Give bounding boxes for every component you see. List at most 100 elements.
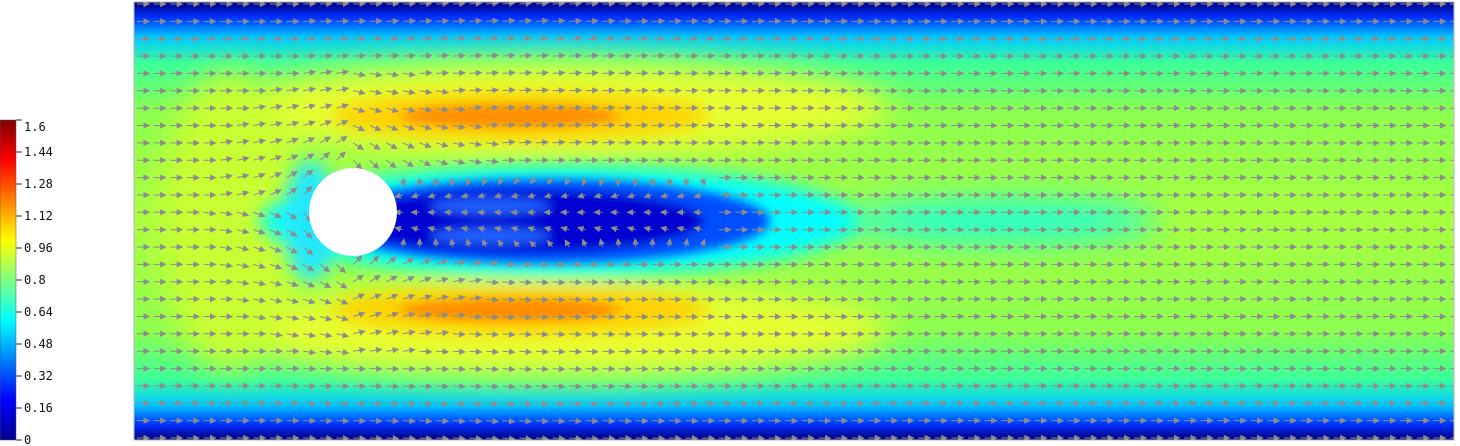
velocity-arrow — [1184, 365, 1198, 372]
velocity-arrow — [1317, 122, 1331, 129]
velocity-arrow — [402, 35, 417, 42]
velocity-arrow — [1333, 122, 1347, 129]
velocity-arrow — [1217, 209, 1231, 216]
velocity-arrow — [835, 70, 849, 77]
velocity-arrow — [668, 296, 682, 303]
velocity-arrow — [1383, 191, 1397, 199]
velocity-arrow — [951, 52, 965, 60]
velocity-arrow — [668, 417, 682, 425]
velocity-arrow — [369, 142, 381, 150]
velocity-arrow — [801, 278, 815, 286]
velocity-arrow — [718, 435, 732, 440]
velocity-arrow — [1017, 400, 1032, 407]
velocity-arrow — [569, 261, 583, 268]
velocity-arrow — [918, 382, 932, 390]
velocity-arrow — [1333, 139, 1347, 147]
velocity-arrow — [1233, 295, 1248, 303]
velocity-arrow — [968, 434, 982, 440]
velocity-arrow — [1333, 87, 1347, 94]
velocity-arrow — [485, 331, 500, 338]
velocity-arrow — [302, 185, 313, 196]
velocity-arrow — [236, 35, 250, 42]
velocity-arrow — [493, 209, 503, 216]
velocity-arrow — [1350, 105, 1364, 112]
velocity-arrow — [485, 140, 500, 147]
velocity-arrow — [269, 189, 282, 196]
velocity-arrow — [1101, 382, 1115, 390]
velocity-arrow — [1416, 87, 1430, 94]
velocity-arrow — [1034, 295, 1048, 303]
velocity-arrow — [1167, 417, 1181, 424]
velocity-arrow — [968, 105, 982, 112]
velocity-arrow — [436, 141, 449, 148]
velocity-arrow — [785, 52, 799, 60]
velocity-arrow — [1067, 365, 1081, 372]
velocity-arrow — [1001, 226, 1015, 233]
velocity-arrow — [1034, 417, 1048, 424]
velocity-arrow — [1366, 139, 1381, 147]
velocity-arrow — [884, 139, 899, 147]
velocity-arrow — [768, 191, 782, 199]
velocity-arrow — [1051, 278, 1065, 285]
velocity-arrow — [253, 189, 266, 196]
velocity-arrow — [436, 383, 450, 390]
velocity-arrow — [203, 174, 217, 181]
velocity-arrow — [137, 365, 151, 372]
velocity-arrow — [602, 365, 616, 373]
velocity-arrow — [386, 293, 399, 300]
velocity-arrow — [394, 192, 404, 199]
velocity-arrow — [1017, 348, 1032, 355]
velocity-arrow — [1366, 122, 1381, 129]
velocity-arrow — [269, 331, 283, 338]
velocity-arrow — [785, 243, 799, 251]
velocity-arrow — [302, 229, 313, 239]
velocity-arrow — [1017, 35, 1032, 42]
velocity-arrow — [1150, 174, 1164, 181]
velocity-arrow — [526, 192, 537, 199]
velocity-arrow — [1051, 295, 1065, 303]
velocity-arrow — [552, 157, 566, 164]
velocity-arrow — [901, 365, 915, 372]
velocity-arrow — [1267, 400, 1281, 407]
velocity-arrow — [1433, 417, 1447, 424]
velocity-arrow — [1184, 18, 1198, 25]
velocity-arrow — [186, 87, 201, 94]
velocity-arrow — [918, 139, 932, 147]
velocity-arrow — [1134, 348, 1148, 355]
velocity-arrow — [236, 400, 250, 407]
velocity-arrow — [535, 17, 550, 25]
velocity-arrow — [1283, 70, 1297, 77]
velocity-arrow — [1283, 434, 1297, 440]
velocity-arrow — [1433, 226, 1447, 233]
velocity-arrow — [884, 2, 899, 8]
velocity-arrow — [1067, 70, 1081, 77]
velocity-arrow — [1084, 313, 1098, 320]
velocity-arrow — [1267, 313, 1281, 320]
velocity-arrow — [560, 225, 570, 233]
velocity-arrow — [1250, 87, 1264, 94]
velocity-arrow — [220, 2, 234, 8]
velocity-arrow — [236, 434, 250, 440]
velocity-arrow — [1416, 2, 1430, 8]
velocity-arrow — [353, 346, 367, 354]
velocity-arrow — [1400, 122, 1414, 129]
velocity-arrow — [1383, 295, 1397, 303]
velocity-arrow — [868, 348, 882, 355]
velocity-arrow — [1117, 278, 1131, 285]
velocity-arrow — [469, 69, 483, 77]
velocity-arrow — [153, 70, 167, 77]
velocity-arrow — [1300, 157, 1314, 164]
velocity-arrow — [286, 52, 300, 60]
velocity-arrow — [1084, 382, 1098, 390]
velocity-arrow — [419, 329, 433, 336]
velocity-arrow — [220, 295, 234, 303]
velocity-arrow — [685, 52, 699, 60]
velocity-arrow — [1134, 278, 1148, 285]
velocity-arrow — [951, 226, 965, 233]
velocity-arrow — [835, 52, 849, 60]
velocity-arrow — [618, 87, 633, 94]
velocity-arrow — [901, 243, 915, 251]
velocity-arrow — [336, 365, 350, 372]
velocity-arrow — [485, 279, 500, 286]
velocity-arrow — [186, 261, 201, 268]
